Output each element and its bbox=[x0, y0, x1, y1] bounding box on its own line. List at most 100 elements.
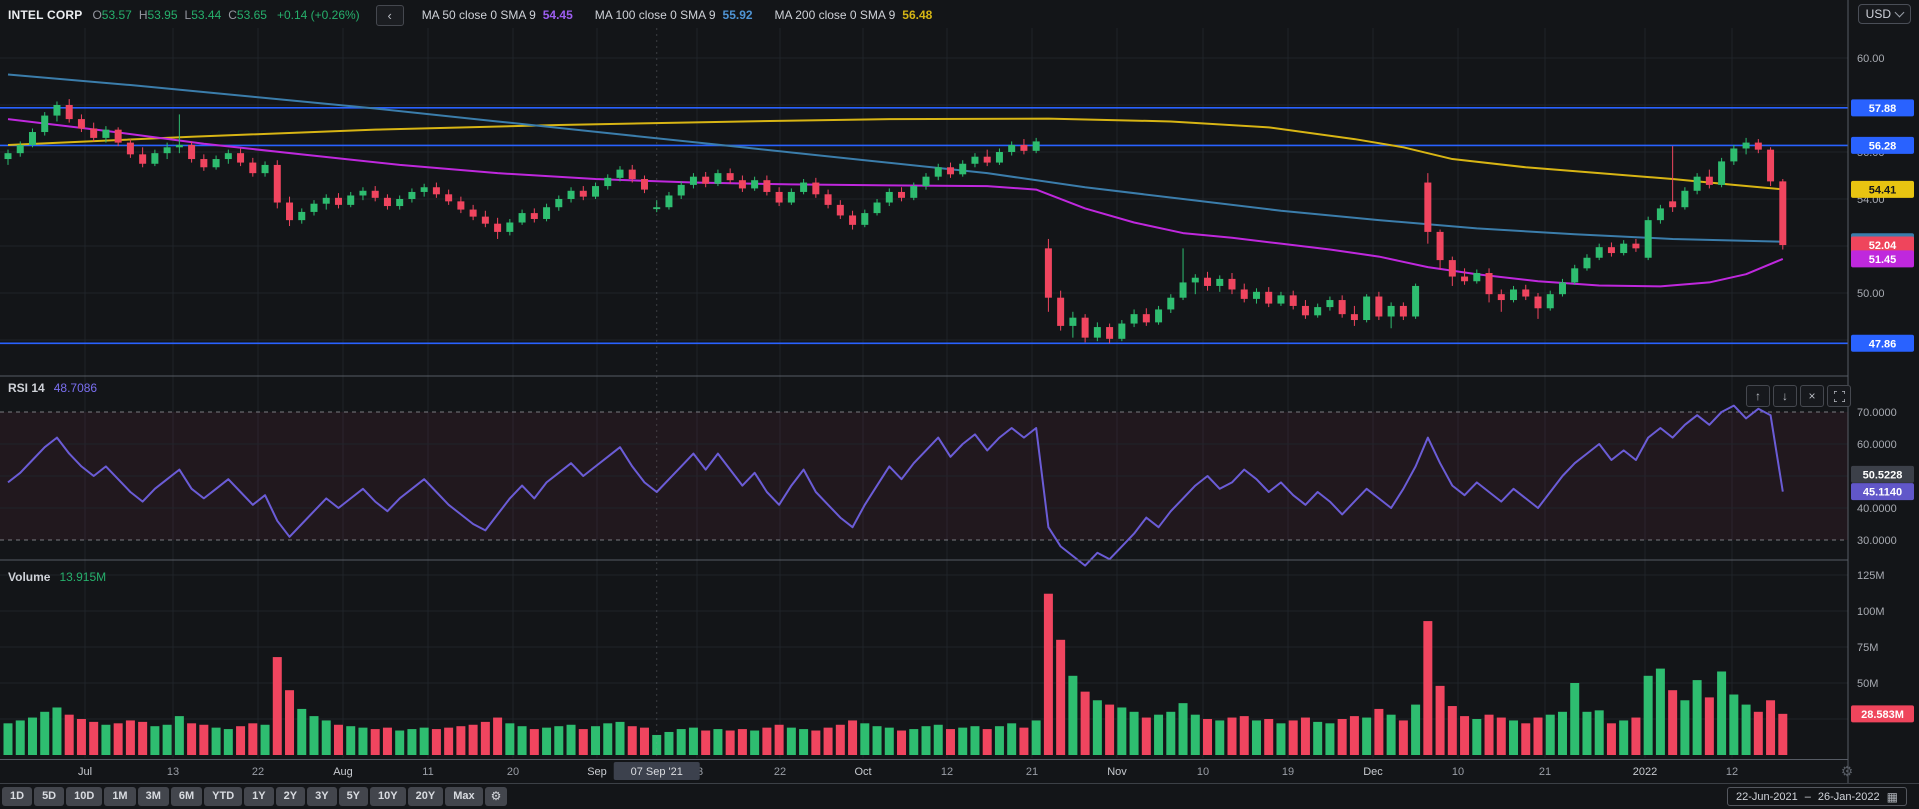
svg-text:07 Sep '21: 07 Sep '21 bbox=[631, 766, 683, 778]
svg-text:Dec: Dec bbox=[1363, 766, 1383, 778]
rsi-title: RSI 14 bbox=[8, 381, 45, 395]
ma-legend: MA 50 close 0 SMA 9 54.45 MA 100 close 0 S… bbox=[422, 8, 933, 22]
rsi-value: 48.7086 bbox=[53, 381, 98, 395]
rsi-pane-toolbar: ↑ ↓ × bbox=[1746, 385, 1851, 407]
gear-icon: ⚙ bbox=[490, 789, 502, 803]
volume-value: 13.915M bbox=[59, 570, 107, 584]
svg-text:12: 12 bbox=[941, 766, 953, 778]
move-pane-up-button[interactable]: ↑ bbox=[1746, 385, 1770, 407]
ohlc-item: L53.44 bbox=[184, 8, 222, 22]
range-button-10y[interactable]: 10Y bbox=[370, 787, 406, 806]
svg-text:10: 10 bbox=[1197, 766, 1209, 778]
range-button-3m[interactable]: 3M bbox=[137, 787, 169, 806]
range-button-ytd[interactable]: YTD bbox=[204, 787, 243, 806]
svg-text:60.00: 60.00 bbox=[1857, 53, 1885, 65]
volume-pane[interactable] bbox=[0, 574, 1848, 755]
range-button-5d[interactable]: 5D bbox=[34, 787, 65, 806]
svg-text:Jul: Jul bbox=[78, 766, 92, 778]
svg-text:19: 19 bbox=[1282, 766, 1294, 778]
maximize-pane-button[interactable] bbox=[1827, 385, 1851, 407]
svg-text:22: 22 bbox=[252, 766, 264, 778]
range-button-6m[interactable]: 6M bbox=[170, 787, 203, 806]
chart-legend: INTEL CORP O53.57 H53.95 L53.44 C53.65 +0.1… bbox=[8, 4, 933, 26]
ohlc-item: C53.65 bbox=[228, 8, 267, 22]
svg-text:21: 21 bbox=[1026, 766, 1038, 778]
range-button-3y[interactable]: 3Y bbox=[307, 787, 337, 806]
svg-text:13: 13 bbox=[167, 766, 179, 778]
range-button-1d[interactable]: 1D bbox=[2, 787, 33, 806]
rsi-line[interactable] bbox=[7, 404, 1784, 567]
svg-text:45.1140: 45.1140 bbox=[1863, 487, 1902, 499]
svg-text:20: 20 bbox=[507, 766, 519, 778]
symbol-name: INTEL CORP bbox=[8, 8, 83, 22]
date-to: 26-Jan-2022 bbox=[1817, 790, 1880, 803]
arrow-down-icon: ↓ bbox=[1782, 389, 1788, 403]
svg-text:57.88: 57.88 bbox=[1869, 103, 1897, 115]
date-range-picker[interactable]: 22-Jun-2021 – 26-Jan-2022 ▦ bbox=[1726, 787, 1907, 806]
svg-text:10: 10 bbox=[1452, 766, 1464, 778]
svg-text:30.0000: 30.0000 bbox=[1857, 535, 1897, 547]
price-pane[interactable] bbox=[0, 57, 1848, 345]
range-button-20y[interactable]: 20Y bbox=[407, 787, 444, 806]
sma200-line[interactable] bbox=[7, 117, 1783, 191]
range-button-10d[interactable]: 10D bbox=[66, 787, 103, 806]
arrow-up-icon: ↑ bbox=[1755, 389, 1761, 403]
svg-text:50M: 50M bbox=[1857, 678, 1878, 690]
price-scale[interactable]: 60.0056.0054.0050.0070.000060.000040.000… bbox=[1847, 0, 1919, 809]
calendar-icon: ▦ bbox=[1886, 789, 1898, 804]
currency-label: USD bbox=[1865, 7, 1891, 21]
chevron-down-icon bbox=[1894, 7, 1905, 18]
volume-pane-header: Volume 13.915M bbox=[8, 570, 106, 584]
ma-legend-item[interactable]: MA 200 close 0 SMA 9 56.48 bbox=[774, 8, 933, 22]
gear-icon: ⚙ bbox=[1840, 762, 1854, 779]
range-button-1m[interactable]: 1M bbox=[104, 787, 136, 806]
svg-text:12: 12 bbox=[1726, 766, 1738, 778]
svg-text:Aug: Aug bbox=[333, 766, 353, 778]
svg-text:51.45: 51.45 bbox=[1869, 254, 1897, 266]
rsi-pane[interactable] bbox=[0, 404, 1848, 567]
sma100-line[interactable] bbox=[7, 73, 1783, 243]
date-from: 22-Jun-2021 bbox=[1735, 790, 1798, 803]
range-button-1y[interactable]: 1Y bbox=[244, 787, 274, 806]
range-button-2y[interactable]: 2Y bbox=[275, 787, 306, 806]
bottom-toolbar: 1D 5D 10D 1M 3M 6M YTD 1Y 2Y 3Y 5Y 10Y 20Y Max ⚙ 22-J… bbox=[0, 783, 1919, 809]
ohlc-item: O53.57 bbox=[92, 8, 132, 22]
svg-text:50.00: 50.00 bbox=[1857, 288, 1885, 300]
crosshair-date-badge bbox=[613, 762, 700, 780]
close-icon: × bbox=[1808, 389, 1816, 403]
rsi-pane-header: RSI 14 48.7086 bbox=[8, 381, 97, 395]
svg-text:56.28: 56.28 bbox=[1869, 140, 1897, 152]
svg-text:125M: 125M bbox=[1857, 570, 1885, 582]
volume-title: Volume bbox=[8, 570, 51, 584]
sma50-line[interactable] bbox=[7, 118, 1784, 288]
svg-text:60.0000: 60.0000 bbox=[1857, 439, 1897, 451]
svg-text:11: 11 bbox=[422, 766, 433, 778]
range-button-max[interactable]: Max bbox=[445, 787, 483, 806]
svg-text:22: 22 bbox=[774, 766, 786, 778]
range-button-5y[interactable]: 5Y bbox=[338, 787, 369, 806]
ma-legend-item[interactable]: MA 50 close 0 SMA 9 54.45 bbox=[421, 8, 573, 22]
svg-text:28.583M: 28.583M bbox=[1861, 709, 1904, 721]
time-axis[interactable]: Jul1322Aug1120Sep1322Oct1221Nov1019Dec10… bbox=[78, 762, 1738, 780]
svg-text:70.0000: 70.0000 bbox=[1857, 407, 1897, 419]
move-pane-down-button[interactable]: ↓ bbox=[1773, 385, 1797, 407]
date-separator: – bbox=[1804, 790, 1811, 803]
ohlc-values: O53.57 H53.95 L53.44 C53.65 bbox=[92, 8, 267, 22]
grid bbox=[84, 28, 1733, 758]
ma-legend-item[interactable]: MA 100 close 0 SMA 9 55.92 bbox=[594, 8, 753, 22]
svg-text:54.41: 54.41 bbox=[1869, 184, 1897, 196]
legend-collapse-button[interactable]: ‹ bbox=[375, 4, 404, 26]
svg-text:2022: 2022 bbox=[1633, 766, 1657, 778]
chart-settings-button[interactable]: ⚙ bbox=[484, 787, 508, 806]
maximize-icon bbox=[1833, 390, 1845, 402]
range-buttons: 1D 5D 10D 1M 3M 6M YTD 1Y 2Y 3Y 5Y 10Y 20Y Max bbox=[0, 787, 483, 806]
svg-text:100M: 100M bbox=[1857, 606, 1885, 618]
ohlc-item: H53.95 bbox=[138, 8, 178, 22]
svg-text:Nov: Nov bbox=[1107, 766, 1127, 778]
svg-text:Sep: Sep bbox=[587, 766, 607, 778]
svg-text:52.04: 52.04 bbox=[1869, 240, 1897, 252]
time-axis-settings-button[interactable]: ⚙ bbox=[1836, 761, 1858, 781]
remove-pane-button[interactable]: × bbox=[1800, 385, 1824, 407]
currency-dropdown[interactable]: USD bbox=[1857, 4, 1911, 24]
